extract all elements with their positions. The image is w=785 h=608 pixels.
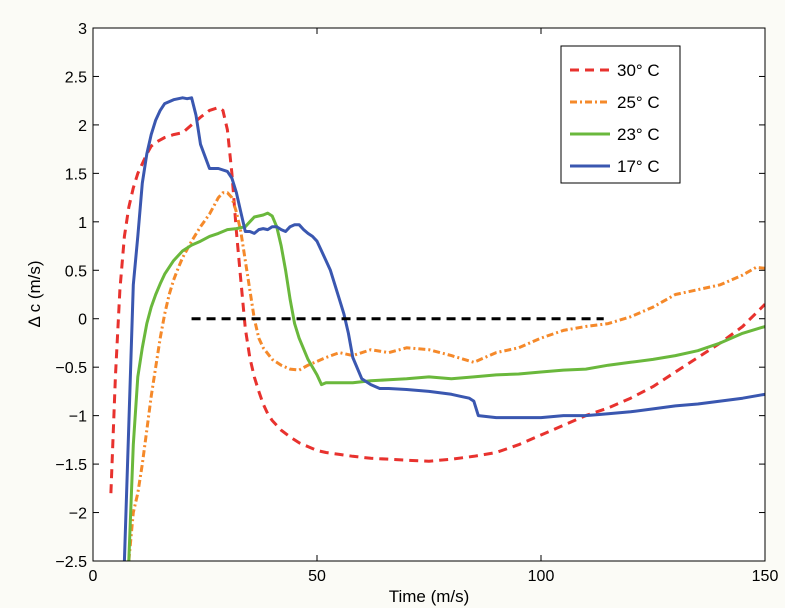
y-tick-label: 2.5 xyxy=(65,69,87,86)
x-tick-label: 50 xyxy=(308,568,326,585)
legend: 30° C 25° C 23° C 17° C xyxy=(560,45,681,184)
x-tick-label: 150 xyxy=(752,568,779,585)
y-tick-label: 0.5 xyxy=(65,263,87,280)
y-axis-label: Δ c (m/s) xyxy=(25,260,44,327)
series-line-1 xyxy=(109,106,765,494)
x-axis-label: Time (m/s) xyxy=(389,587,470,606)
series-line-3 xyxy=(127,211,765,561)
x-tick-label: 0 xyxy=(89,568,98,585)
x-axis-ticks: 0 50 100 150 xyxy=(89,28,779,585)
y-tick-label: 2 xyxy=(78,118,87,135)
legend-label-3: 23° C xyxy=(617,125,660,144)
series-line-2 xyxy=(127,191,765,561)
y-axis-ticks: −2.5 −2 −1.5 −1 −0.5 0 0.5 1 1.5 2 2.5 3 xyxy=(55,21,765,571)
y-tick-label: −2 xyxy=(69,506,87,523)
y-tick-label: 1 xyxy=(78,215,87,232)
y-tick-label: −0.5 xyxy=(55,360,87,377)
series-layer xyxy=(109,96,765,561)
y-tick-label: −2.5 xyxy=(55,554,87,571)
y-tick-label: 1.5 xyxy=(65,166,87,183)
y-tick-label: 3 xyxy=(78,21,87,38)
series-line-4 xyxy=(122,96,765,561)
legend-label-4: 17° C xyxy=(617,157,660,176)
y-tick-label: 0 xyxy=(78,312,87,329)
y-tick-label: −1.5 xyxy=(55,457,87,474)
legend-label-2: 25° C xyxy=(617,93,660,112)
x-tick-label: 100 xyxy=(528,568,555,585)
legend-label-1: 30° C xyxy=(617,61,660,80)
legend-box xyxy=(560,45,681,184)
y-tick-label: −1 xyxy=(69,409,87,426)
plot-frame xyxy=(92,27,766,562)
